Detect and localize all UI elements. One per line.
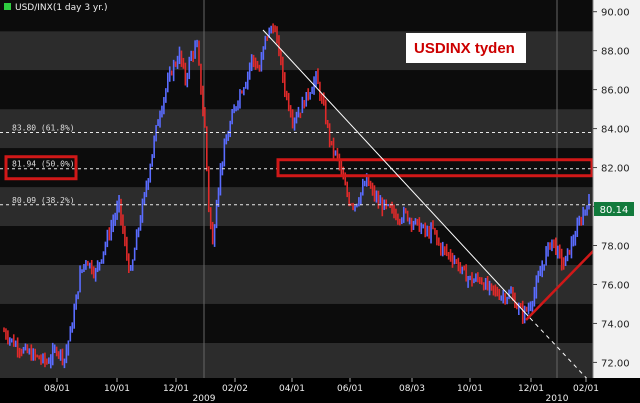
x-tick-label: 10/01 (457, 384, 483, 394)
fib-level-label: 83.80 (61.8%) (12, 123, 75, 132)
annotation-title: USDINX tyden (414, 40, 515, 57)
x-axis-panel (0, 378, 640, 403)
y-tick-label: 74.00 (601, 319, 630, 330)
x-tick-label: 08/01 (44, 384, 70, 394)
price-band (0, 342, 593, 382)
y-tick-label: 78.00 (601, 242, 630, 253)
year-label: 2009 (193, 394, 216, 403)
annotation-box (406, 33, 526, 63)
x-tick-label: 06/01 (337, 384, 363, 394)
y-tick-label: 82.00 (601, 164, 630, 175)
downtrend-line (262, 29, 531, 319)
year-label: 2010 (546, 394, 569, 403)
price-band (0, 70, 593, 110)
candles (3, 23, 590, 369)
y-tick-label: 90.00 (601, 8, 630, 19)
x-tick-label: 02/02 (222, 384, 248, 394)
fib-level-label: 81.94 (50.0%) (12, 160, 75, 169)
x-tick-label: 08/03 (399, 384, 425, 394)
x-tick-label: 12/01 (518, 384, 544, 394)
x-tick-label: 04/01 (279, 384, 305, 394)
highlight-box-right (276, 158, 594, 178)
x-axis-ticks: 08/01 10/01 12/01 02/02 04/01 06/01 08/03 10/01… (44, 378, 599, 403)
price-band (0, 303, 593, 343)
price-band (0, 148, 593, 188)
fib-level-label: 80.09 (38.2%) (12, 196, 75, 205)
highlight-box-left (4, 155, 78, 181)
uptrend-line (525, 241, 603, 321)
y-tick-label: 86.00 (601, 86, 630, 97)
current-price-tag (594, 202, 634, 216)
price-band (0, 187, 593, 227)
price-band (0, 226, 593, 265)
current-price-label: 80.14 (600, 205, 629, 216)
y-tick-label: 84.00 (601, 125, 630, 136)
x-tick-label: 02/01 (573, 384, 599, 394)
vertical-grid (203, 0, 558, 378)
y-tick-label: 88.00 (601, 47, 630, 58)
overlays: 83.80 (61.8%) 81.94 (50.0%) 80.09 (38.2%) (0, 29, 603, 385)
x-tick-label: 10/01 (104, 384, 130, 394)
x-tick-label: 12/01 (163, 384, 189, 394)
series-color-square (4, 3, 11, 10)
y-tick-label: 72.00 (601, 358, 630, 369)
y-axis-panel (593, 0, 640, 378)
price-bands (0, 0, 593, 382)
price-band (0, 264, 593, 304)
y-tick-label: 76.00 (601, 280, 630, 291)
price-band (0, 0, 593, 32)
downtrend-extension (529, 317, 593, 385)
chart-title: USD/INX(1 day 3 yr.) (15, 3, 108, 13)
